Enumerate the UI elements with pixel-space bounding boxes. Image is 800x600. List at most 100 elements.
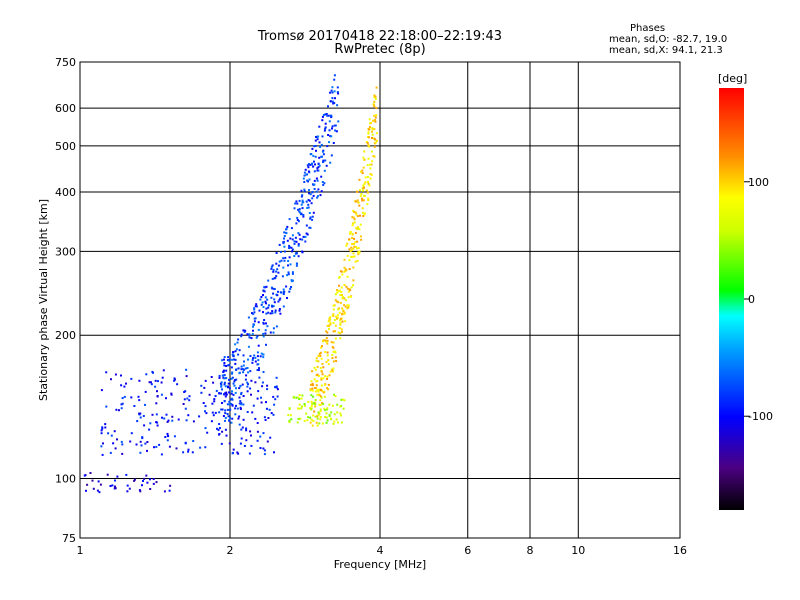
scatter-point	[334, 97, 336, 100]
scatter-point	[245, 427, 248, 430]
scatter-point	[224, 428, 227, 431]
scatter-point	[321, 155, 323, 158]
scatter-point	[238, 349, 241, 352]
scatter-point	[373, 96, 376, 99]
scatter-point	[224, 416, 227, 419]
scatter-point	[255, 305, 258, 308]
scatter-point	[357, 253, 360, 256]
scatter-point	[264, 419, 267, 421]
scatter-point	[254, 360, 257, 363]
scatter-point	[333, 90, 336, 93]
scatter-point	[353, 237, 356, 240]
scatter-point	[313, 402, 316, 405]
scatter-point	[267, 417, 270, 419]
scatter-point	[231, 390, 233, 393]
scatter-point	[225, 365, 228, 367]
scatter-point	[227, 356, 230, 359]
scatter-point	[323, 407, 326, 410]
scatter-point	[271, 264, 274, 267]
scatter-point	[241, 426, 244, 429]
scatter-point	[337, 421, 339, 424]
scatter-point	[339, 322, 342, 325]
scatter-point	[218, 427, 221, 429]
scatter-point	[303, 190, 306, 193]
scatter-point	[314, 403, 317, 406]
scatter-point	[138, 489, 141, 492]
scatter-point	[372, 104, 375, 106]
scatter-point	[295, 240, 298, 243]
scatter-point	[354, 200, 357, 203]
scatter-point	[289, 287, 292, 290]
scatter-point	[253, 354, 256, 357]
scatter-point	[160, 453, 163, 456]
scatter-point	[303, 188, 306, 191]
scatter-point	[279, 312, 282, 315]
scatter-point	[340, 414, 342, 417]
scatter-point	[225, 434, 228, 437]
scatter-point	[301, 394, 304, 397]
scatter-point	[331, 100, 334, 103]
scatter-point	[316, 135, 319, 138]
scatter-point	[218, 392, 221, 395]
scatter-point	[346, 242, 349, 245]
scatter-point	[336, 104, 339, 107]
scatter-point	[343, 266, 346, 269]
scatter-point	[351, 216, 354, 219]
scatter-point	[290, 418, 293, 421]
scatter-point	[317, 162, 320, 165]
scatter-point	[306, 419, 309, 422]
scatter-point	[246, 385, 249, 388]
scatter-point	[297, 208, 299, 211]
scatter-point	[341, 312, 344, 315]
scatter-point	[277, 271, 280, 274]
scatter-point	[214, 395, 217, 397]
scatter-point	[300, 213, 302, 216]
scatter-point	[288, 408, 291, 410]
scatter-point	[235, 378, 238, 381]
scatter-point	[187, 448, 190, 451]
scatter-point	[214, 411, 217, 414]
scatter-point	[218, 374, 221, 377]
scatter-point	[309, 416, 312, 419]
colorbar-label: [deg]	[718, 72, 747, 85]
scatter-point	[311, 382, 314, 385]
scatter-point	[301, 405, 304, 408]
scatter-point	[331, 404, 334, 407]
scatter-point	[343, 304, 346, 307]
scatter-point	[332, 313, 335, 316]
scatter-point	[225, 393, 228, 396]
scatter-point	[244, 329, 247, 332]
scatter-point	[256, 439, 259, 442]
scatter-point	[220, 381, 223, 384]
scatter-point	[336, 411, 339, 414]
scatter-point	[341, 307, 344, 310]
scatter-point	[199, 446, 202, 449]
scatter-point	[208, 393, 211, 396]
scatter-point	[229, 408, 232, 411]
scatter-point	[225, 369, 228, 372]
scatter-point	[318, 125, 321, 128]
scatter-point	[239, 408, 242, 410]
scatter-point	[320, 357, 323, 360]
scatter-point	[300, 203, 303, 206]
scatter-point	[223, 400, 226, 403]
scatter-point	[185, 375, 188, 378]
scatter-point	[351, 224, 354, 227]
scatter-point	[364, 212, 367, 215]
scatter-point	[330, 135, 333, 138]
scatter-point	[296, 219, 299, 221]
scatter-point	[330, 89, 333, 92]
scatter-point	[365, 189, 368, 192]
scatter-point	[173, 377, 176, 380]
scatter-point	[329, 417, 332, 420]
scatter-point	[375, 107, 378, 110]
scatter-point	[327, 114, 330, 117]
scatter-point	[266, 325, 269, 328]
scatter-point	[340, 398, 343, 401]
scatter-point	[319, 399, 322, 402]
scatter-point	[358, 178, 361, 181]
scatter-point	[356, 190, 359, 193]
scatter-point	[316, 179, 319, 182]
scatter-point	[339, 412, 342, 415]
scatter-point	[363, 150, 366, 153]
